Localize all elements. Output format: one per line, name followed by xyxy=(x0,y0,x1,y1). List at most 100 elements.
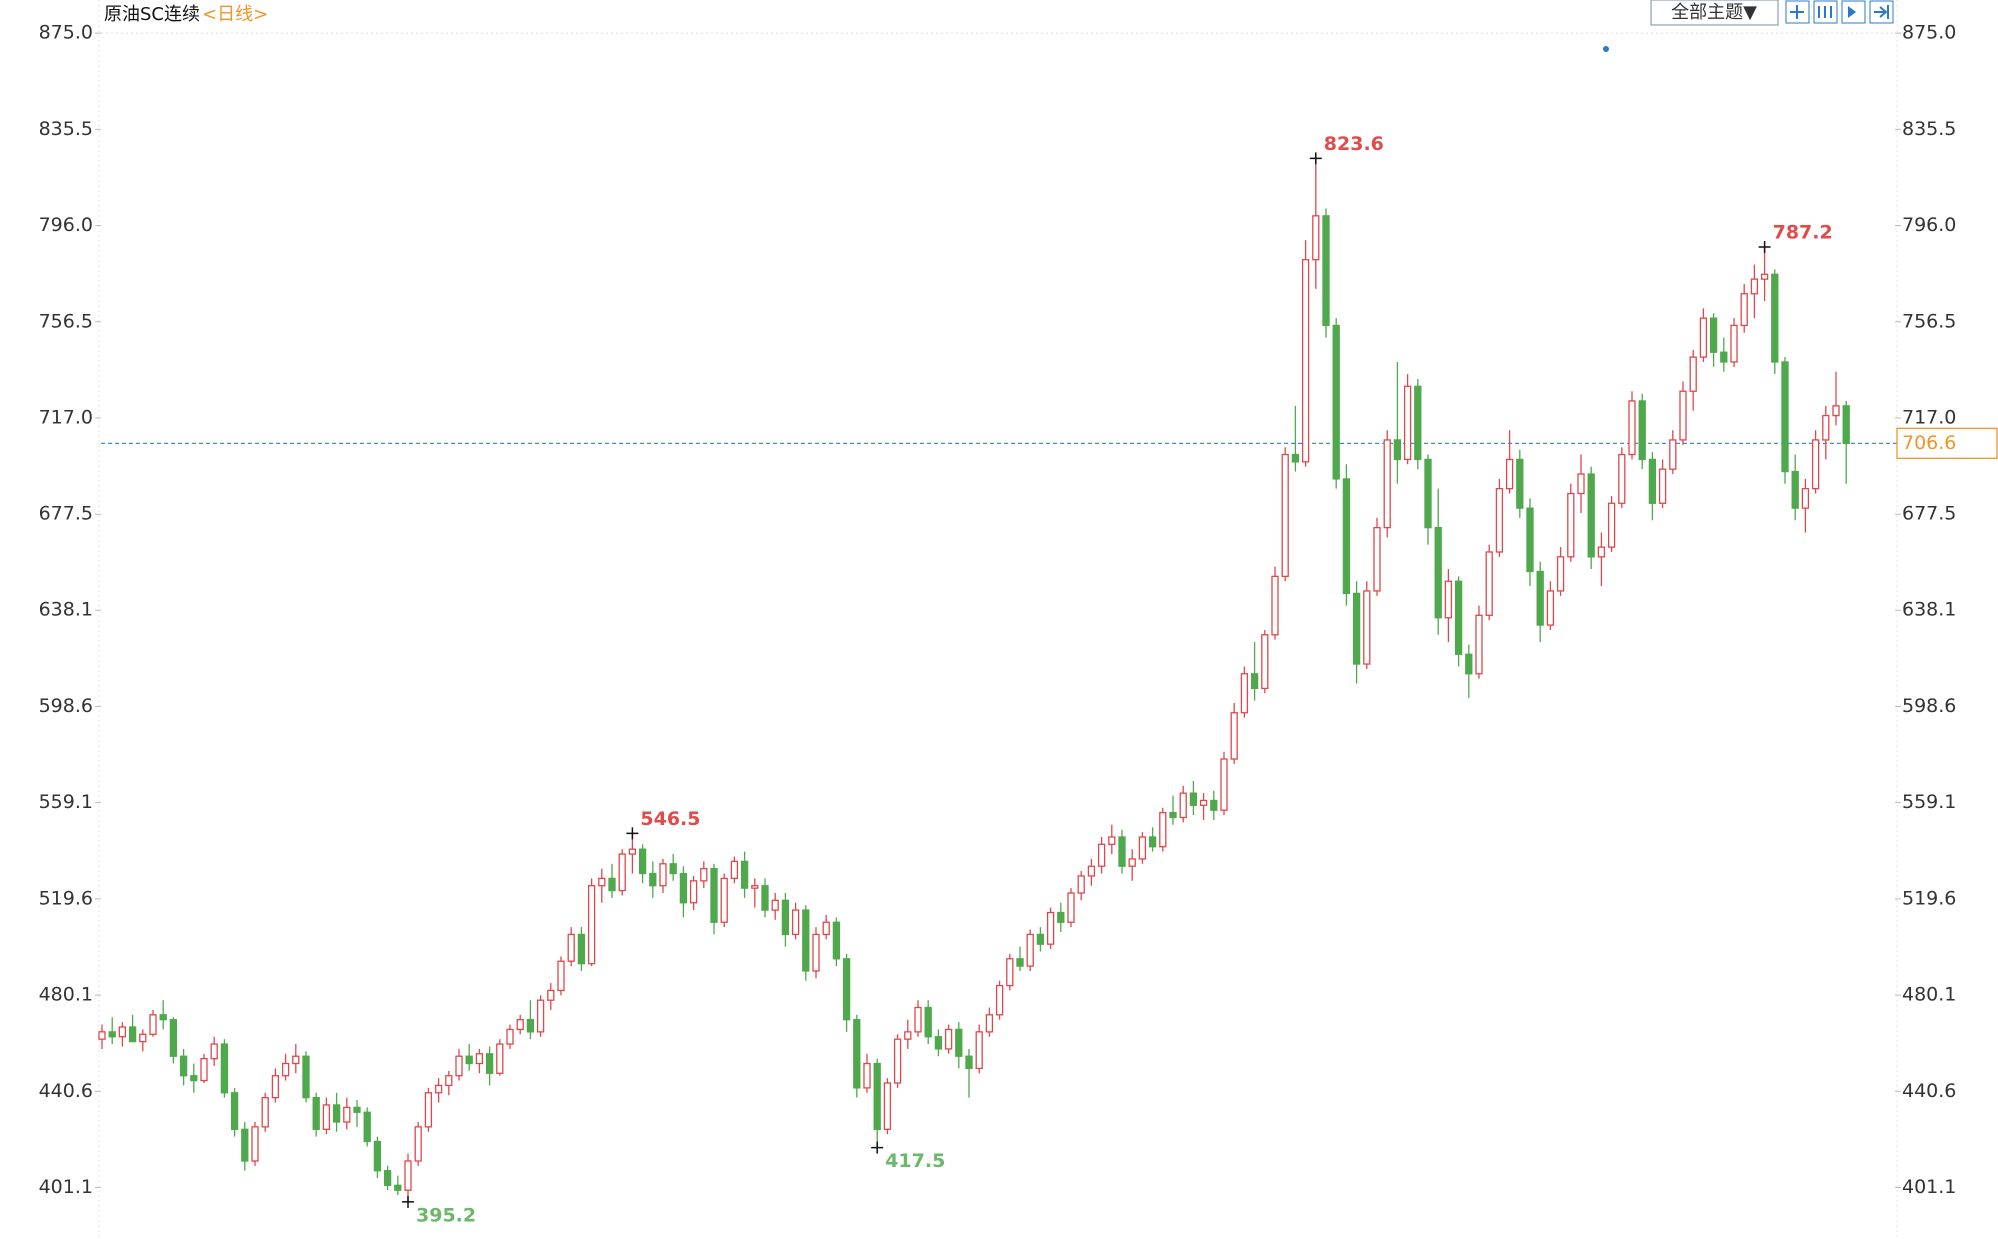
candle-body xyxy=(679,872,688,904)
y-tick-label-right: 756.5 xyxy=(1902,310,1956,332)
candle-body xyxy=(1006,958,1014,987)
icon xyxy=(1818,6,1832,18)
candle-body xyxy=(363,1111,371,1143)
candle-body xyxy=(1567,492,1575,558)
candle-body xyxy=(1842,405,1850,444)
candle-body xyxy=(292,1055,300,1065)
y-tick-label-right: 519.6 xyxy=(1902,887,1956,909)
candle-body xyxy=(1016,958,1024,967)
candle-body xyxy=(944,1028,953,1050)
candle-body xyxy=(526,1019,535,1033)
candle-body xyxy=(1699,317,1708,358)
candle-body xyxy=(995,984,1004,1016)
candle-body xyxy=(1689,356,1697,392)
candle-body xyxy=(720,877,728,923)
candle-body xyxy=(1403,385,1412,461)
toolbar-icons xyxy=(1785,0,1894,24)
candle-body xyxy=(1301,259,1310,463)
candle-body xyxy=(445,1075,453,1087)
candle-body xyxy=(506,1028,514,1045)
y-tick-label-right: 559.1 xyxy=(1902,791,1956,813)
icon xyxy=(1874,5,1889,19)
candle-body xyxy=(557,960,565,992)
candle-body xyxy=(261,1096,269,1128)
candle-body xyxy=(1373,526,1381,592)
marker-dot xyxy=(1603,46,1609,52)
candle-body xyxy=(1363,590,1371,665)
candle-body xyxy=(1169,811,1177,819)
candle-body xyxy=(1036,933,1045,945)
candle-body xyxy=(883,1082,892,1130)
candle-body xyxy=(108,1031,116,1038)
candle-body xyxy=(149,1014,157,1035)
candle-body xyxy=(1026,933,1034,967)
candle-body xyxy=(332,1104,341,1123)
extreme-label: 787.2 xyxy=(1773,222,1833,244)
y-tick-label-right: 401.1 xyxy=(1902,1176,1956,1198)
candle-body xyxy=(659,863,667,887)
candle-body xyxy=(1087,865,1096,877)
candle-body xyxy=(1434,526,1442,619)
candle-body xyxy=(975,1031,983,1070)
candle-body xyxy=(842,958,851,1021)
candle-body xyxy=(1444,580,1453,619)
y-tick-label: 401.1 xyxy=(39,1176,93,1198)
candle-body xyxy=(1322,215,1330,327)
candle-body xyxy=(1424,458,1432,529)
candle-body xyxy=(822,921,830,936)
candle-body xyxy=(394,1184,402,1191)
extreme-marker xyxy=(871,1141,884,1154)
candle-body xyxy=(577,933,586,965)
candle-body xyxy=(700,868,708,882)
candle-body xyxy=(689,880,698,904)
y-tick-label: 480.1 xyxy=(39,984,93,1006)
last-price-label: 706.6 xyxy=(1902,432,1956,454)
candle-body xyxy=(302,1055,310,1099)
y-tick-label-right: 480.1 xyxy=(1902,984,1956,1006)
candle-body xyxy=(343,1106,351,1123)
candle-body xyxy=(1077,875,1085,894)
candle-body xyxy=(1220,758,1228,811)
candle-body xyxy=(649,872,657,887)
candle-body xyxy=(1393,439,1402,461)
extreme-label: 395.2 xyxy=(416,1204,476,1226)
candle-body xyxy=(1454,580,1463,655)
candle-body xyxy=(1250,673,1259,690)
theme-button[interactable] xyxy=(1650,0,1779,26)
candle-body xyxy=(1138,836,1147,860)
candle-body xyxy=(169,1019,178,1057)
candle-body xyxy=(1832,405,1840,417)
period-label: <日线> xyxy=(202,4,268,25)
candle-body xyxy=(791,909,800,936)
candle-body xyxy=(496,1043,504,1074)
extreme-label: 546.5 xyxy=(640,808,700,830)
candle-body xyxy=(179,1055,188,1077)
candle-body xyxy=(434,1084,443,1094)
candle-body xyxy=(241,1128,249,1162)
candle-body xyxy=(271,1075,280,1099)
extreme-marker xyxy=(1758,241,1771,254)
candle-body xyxy=(1291,453,1300,463)
candle-body xyxy=(230,1092,239,1130)
theme-button-label[interactable]: 全部主题▼ xyxy=(1671,2,1757,23)
candle-body xyxy=(1811,439,1820,490)
candle-body xyxy=(853,1019,861,1089)
candle-body xyxy=(1189,792,1198,806)
candle-body xyxy=(802,909,810,972)
candle-body xyxy=(893,1038,902,1084)
candle-body xyxy=(1108,836,1116,845)
candle-body xyxy=(873,1062,881,1130)
y-tick-label-right: 875.0 xyxy=(1902,22,1956,44)
candle-body xyxy=(710,868,718,923)
y-tick-label-right: 717.0 xyxy=(1902,407,1956,429)
candle-body xyxy=(1791,470,1799,509)
candle-body xyxy=(1199,799,1208,806)
candle-body xyxy=(1475,614,1483,675)
candle-body xyxy=(1730,324,1738,363)
candle-body xyxy=(1648,458,1657,504)
y-tick-label: 519.6 xyxy=(39,887,93,909)
y-tick-label-right: 598.6 xyxy=(1902,695,1956,717)
candle-body xyxy=(1057,911,1065,923)
candle-body xyxy=(1556,556,1565,592)
